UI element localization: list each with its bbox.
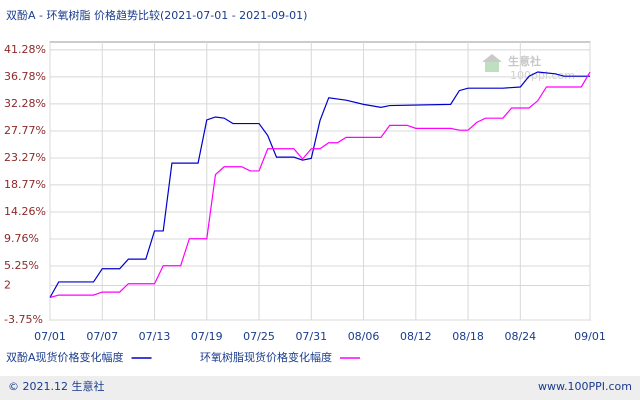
- y-tick-label: 36.78%: [4, 70, 46, 83]
- x-tick-label: 07/07: [86, 330, 118, 343]
- watermark-text: 生意社: [508, 54, 541, 68]
- y-tick-label: 32.28%: [4, 97, 46, 110]
- series-line: [49, 71, 591, 299]
- footer-bar: [0, 376, 640, 400]
- x-tick-label: 08/12: [400, 330, 432, 343]
- x-tick-label: 07/25: [243, 330, 275, 343]
- watermark-icon: [482, 54, 502, 62]
- x-tick-label: 07/01: [34, 330, 66, 343]
- watermark-icon: [485, 62, 499, 72]
- y-tick-label: 23.27%: [4, 151, 46, 164]
- y-tick-label: 14.26%: [4, 205, 46, 218]
- y-tick-label: 27.77%: [4, 124, 46, 137]
- x-tick-label: 08/06: [348, 330, 380, 343]
- x-tick-label: 07/13: [139, 330, 171, 343]
- y-tick-label: 41.28%: [4, 43, 46, 56]
- watermark-url: 100ppi.com: [510, 69, 575, 82]
- x-tick-label: 09/01: [574, 330, 606, 343]
- legend-label: 双酚A现货价格变化幅度: [6, 350, 124, 364]
- footer-left: © 2021.12 生意社: [8, 379, 104, 393]
- y-tick-label: 18.77%: [4, 178, 46, 191]
- chart-title: 双酚A - 环氧树脂 价格趋势比较(2021-07-01 - 2021-09-0…: [6, 8, 307, 22]
- x-tick-label: 08/18: [452, 330, 484, 343]
- y-tick-label: 5.25%: [4, 259, 39, 272]
- y-tick-label: 2: [4, 279, 11, 292]
- y-tick-label: 9.76%: [4, 232, 39, 245]
- y-tick-label: -3.75%: [4, 313, 43, 326]
- x-tick-label: 08/24: [504, 330, 536, 343]
- legend-label: 环氧树脂现货价格变化幅度: [200, 350, 332, 364]
- series-line: [49, 71, 590, 298]
- footer-right: www.100PPI.com: [538, 380, 632, 393]
- x-tick-label: 07/31: [295, 330, 327, 343]
- x-tick-label: 07/19: [191, 330, 223, 343]
